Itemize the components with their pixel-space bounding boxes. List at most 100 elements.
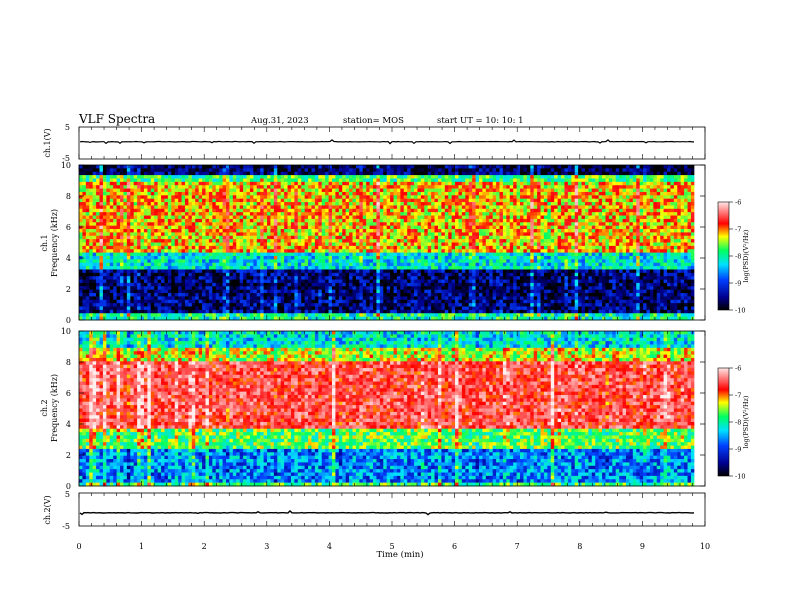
spectrogram-cell [147, 191, 152, 196]
spectrogram-cell [482, 229, 487, 233]
spectrogram-cell [99, 232, 104, 237]
spectrogram-cell [308, 222, 312, 227]
spectrogram-cell [588, 191, 593, 196]
spectrogram-cell [383, 218, 388, 223]
spectrogram-cell [102, 255, 107, 260]
spectrogram-cell [89, 229, 94, 233]
spectrogram-cell [444, 252, 449, 257]
spectrogram-cell [161, 208, 165, 213]
spectrogram-cell [502, 198, 507, 203]
spectrogram-cell [246, 202, 251, 206]
spectrogram-cell [157, 245, 162, 250]
spectrogram-cell [96, 191, 100, 196]
spectrogram-cell [133, 205, 138, 210]
spectrogram-cell [342, 175, 347, 179]
spectrogram-cell [219, 171, 223, 176]
spectrogram-cell [349, 205, 353, 210]
spectrogram-cell [574, 188, 579, 193]
spectrogram-cell [410, 235, 415, 240]
spectrogram-cell [284, 198, 288, 203]
spectrogram-cell [304, 249, 309, 254]
spectrogram-cell [561, 171, 565, 176]
spectrogram-cell [393, 212, 398, 216]
spectrogram-cell [619, 215, 623, 220]
spectrogram-cell [393, 239, 398, 243]
spectrogram-cell [543, 215, 548, 220]
spectrogram-cell [410, 245, 415, 250]
spectrogram-cell [533, 218, 538, 223]
spectrogram-cell [660, 239, 664, 243]
spectrogram-cell [550, 249, 555, 254]
spectrogram-cell [208, 202, 213, 206]
spectrogram-cell [321, 245, 326, 250]
spectrogram-cell [239, 188, 244, 193]
spectrogram-cell [236, 229, 241, 233]
spectrogram-cell [434, 171, 439, 176]
spectrogram-cell [615, 239, 620, 243]
spectrogram-cell [345, 165, 350, 169]
spectrogram-cell [478, 178, 483, 183]
spectrogram-cell [523, 181, 528, 186]
spectrogram-cell [253, 239, 258, 243]
spectrogram-cell [294, 218, 299, 223]
spectrogram-cell [489, 239, 494, 243]
spectrogram-cell [362, 218, 367, 223]
spectrogram-cell [420, 252, 425, 257]
spectrogram-cell [236, 181, 241, 186]
spectrogram-cell [506, 218, 511, 223]
spectrogram-cell [140, 232, 145, 237]
spectrogram-cell [564, 212, 569, 216]
spectrogram-cell [547, 168, 552, 173]
spectrogram-cell [113, 198, 118, 203]
spectrogram-cell [150, 185, 155, 189]
spectrogram-cell [612, 249, 617, 254]
spectrogram-cell [516, 185, 521, 189]
spectrogram-cell [543, 232, 548, 237]
spectrogram-cell [284, 222, 288, 227]
spectrogram-cell [478, 171, 483, 176]
spectrogram-cell [342, 212, 347, 216]
spectrogram-cell [335, 185, 340, 189]
spectrogram-cell [304, 165, 309, 169]
spectrogram-cell [550, 188, 555, 193]
spectrogram-cell [663, 215, 668, 220]
spectrogram-cell [311, 229, 316, 233]
spectrogram-cell [564, 222, 569, 227]
spectrogram-cell [622, 195, 627, 200]
spectrogram-cell [150, 168, 155, 173]
spectrogram-cell [263, 188, 268, 193]
spectrogram-cell [605, 181, 610, 186]
spectrogram-cell [625, 181, 630, 186]
spectrogram-cell [270, 242, 275, 247]
spectrogram-cell [533, 195, 538, 200]
spectrogram-cell [465, 212, 470, 216]
spectrogram-cell [461, 255, 466, 260]
spectrogram-cell [219, 195, 223, 200]
spectrogram-cell [646, 229, 651, 233]
spectrogram-cell [393, 225, 398, 230]
spectrogram-cell [157, 198, 162, 203]
spectrogram-cell [256, 222, 261, 227]
spectrogram-cell [437, 208, 442, 213]
spectrogram-cell [441, 242, 446, 247]
spectrogram-cell [345, 212, 350, 216]
spectrogram-cell [451, 165, 456, 169]
spectrogram-cell [540, 202, 545, 206]
spectrogram-cell [625, 212, 630, 216]
spectrogram-cell [188, 168, 193, 173]
spectrogram-cell [386, 185, 391, 189]
spectrogram-cell [578, 215, 582, 220]
spectrogram-cell [301, 185, 306, 189]
spectrogram-cell [188, 225, 193, 230]
spectrogram-cell [195, 181, 200, 186]
spectrogram-cell [537, 222, 541, 227]
spectrogram-cell [386, 232, 391, 237]
spectrogram-cell [164, 218, 169, 223]
spectrogram-cell [260, 171, 265, 176]
spectrogram-cell [499, 188, 504, 193]
spectrogram-cell [656, 225, 661, 230]
spectrogram-cell [584, 195, 589, 200]
spectrogram-cell [643, 178, 647, 183]
spectrogram-cell [297, 242, 302, 247]
spectrogram-cell [530, 195, 535, 200]
